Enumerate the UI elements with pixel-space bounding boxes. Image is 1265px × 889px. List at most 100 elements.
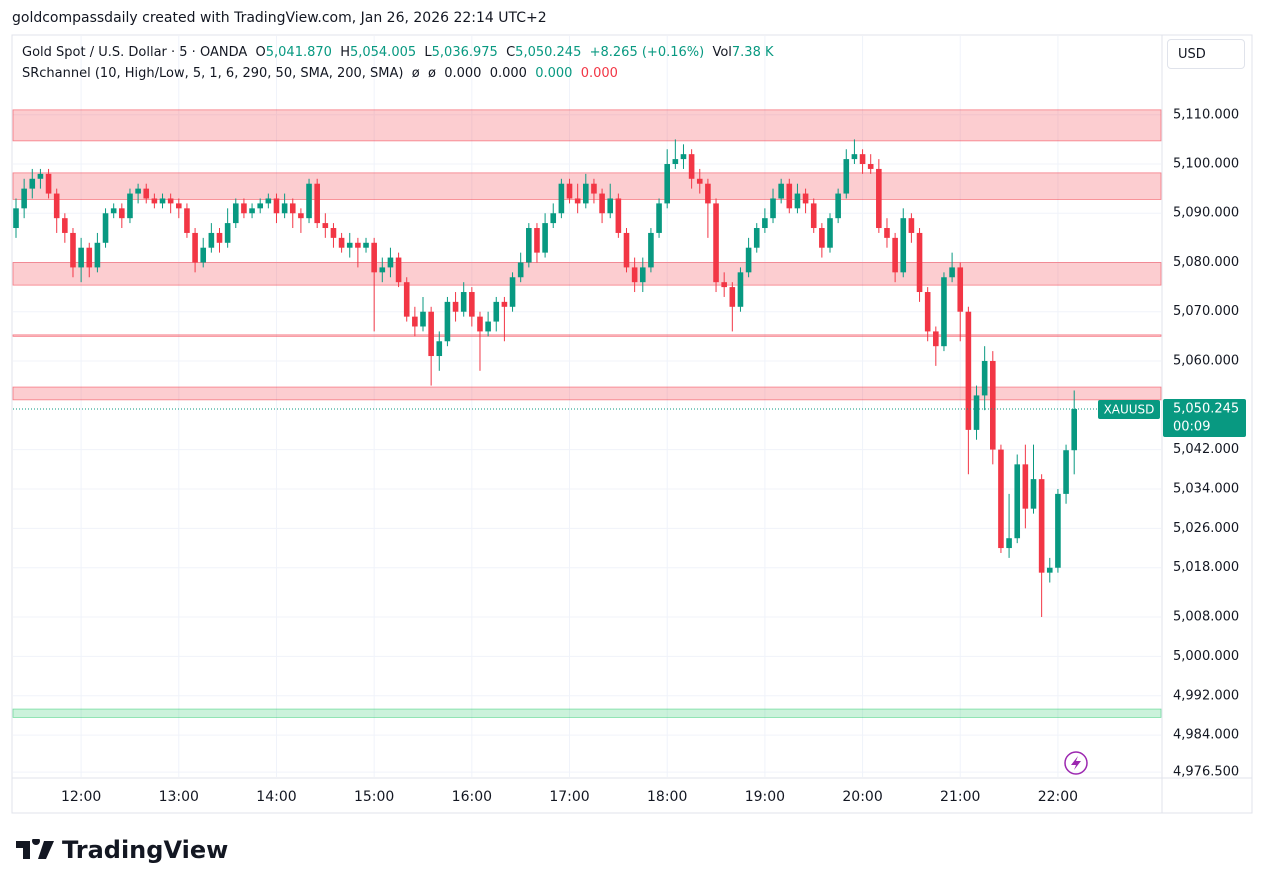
logo: TradingView	[16, 836, 228, 864]
candle-body	[607, 198, 614, 214]
y-tick-label: 4,976.500	[1173, 765, 1239, 780]
candle-body	[542, 223, 548, 253]
candle-body	[998, 449, 1004, 549]
candle-body	[289, 203, 296, 214]
y-tick-label: 5,008.000	[1173, 609, 1239, 624]
ohlc-value: 5,050.245	[515, 45, 582, 60]
x-tick-label: 22:00	[1038, 789, 1078, 805]
candle-body	[395, 257, 402, 283]
candle-body	[192, 232, 198, 263]
y-tick-label: 5,070.000	[1173, 304, 1239, 319]
candle-body	[143, 188, 150, 199]
candle-body	[436, 341, 443, 357]
candle-body	[566, 183, 573, 199]
candle-body	[973, 395, 980, 430]
candle-body	[990, 360, 996, 450]
candle-body	[1046, 567, 1053, 573]
candle-body	[428, 311, 434, 357]
indicator-value: 0.000	[489, 66, 527, 81]
y-tick-label: 5,026.000	[1173, 521, 1239, 536]
candle-body	[810, 203, 817, 229]
candle-body	[851, 154, 858, 160]
candle-body	[232, 203, 239, 224]
symbol-tag	[1098, 400, 1160, 419]
y-tick-label: 4,984.000	[1173, 728, 1239, 743]
candle-body	[957, 267, 964, 312]
candle-body	[574, 198, 581, 204]
indicator-value: ø	[428, 66, 436, 81]
currency-button[interactable]: USD	[1167, 39, 1245, 69]
candle-body	[753, 228, 760, 248]
y-tick-label: 5,018.000	[1173, 560, 1239, 575]
candle-body	[591, 183, 597, 194]
candle-body	[314, 183, 320, 224]
candle-body	[338, 237, 345, 248]
alert-icon[interactable]	[1064, 751, 1088, 775]
candle-body	[200, 247, 207, 263]
symbol: Gold Spot / U.S. Dollar · 5 · OANDA	[22, 45, 248, 60]
y-tick-label: 5,080.000	[1173, 255, 1239, 270]
x-tick-label: 15:00	[354, 789, 394, 805]
attribution: goldcompassdaily created with TradingVie…	[12, 10, 547, 26]
candle-body	[119, 208, 125, 219]
countdown: 00:09	[1173, 420, 1210, 435]
indicator-value: ø	[411, 66, 420, 81]
vol-value: 7.38 K	[731, 45, 774, 60]
candle-body	[1014, 464, 1021, 539]
candle-body	[729, 287, 736, 307]
candle-body	[884, 228, 890, 238]
candle-body	[1022, 464, 1029, 509]
candle-body	[794, 193, 801, 209]
candle-body	[176, 203, 182, 209]
candle-body	[167, 198, 174, 204]
candle-body	[208, 232, 215, 248]
y-tick-label: 5,000.000	[1173, 649, 1239, 664]
candle-body	[965, 311, 972, 430]
candle-body	[501, 301, 508, 307]
candle-body	[933, 331, 939, 347]
candle-body	[102, 213, 109, 243]
candle-body	[680, 154, 687, 160]
y-tick-label: 4,992.000	[1173, 688, 1239, 703]
candle-body	[688, 154, 695, 179]
candle-body	[802, 193, 809, 204]
candle-body	[37, 173, 44, 179]
candle-body	[941, 277, 947, 347]
candle-body	[460, 292, 467, 312]
sr-zone	[12, 262, 1162, 286]
candle-body	[517, 262, 524, 278]
candle-body	[45, 173, 52, 194]
candle-body	[1038, 479, 1045, 573]
legend-line: Gold Spot / U.S. Dollar · 5 · OANDA O 5,0…	[22, 45, 774, 60]
candle-body	[859, 154, 866, 165]
sr-zone	[12, 386, 1162, 401]
candle-body	[835, 193, 841, 219]
candle-body	[770, 198, 776, 219]
candle-body	[509, 277, 516, 307]
candle-body	[949, 267, 955, 278]
candle-body	[526, 228, 532, 263]
candle-body	[778, 183, 784, 199]
candle-body	[78, 247, 84, 268]
price-tag	[1163, 399, 1246, 437]
candle-body	[371, 242, 377, 273]
x-tick-label: 18:00	[647, 789, 687, 805]
logo-mark	[16, 839, 54, 859]
y-tick-label: 5,110.000	[1173, 107, 1239, 122]
panel-border	[11, 34, 1253, 814]
ohlc-value: 5,036.975	[431, 45, 498, 60]
ohlc-key: O	[255, 45, 266, 60]
candle-body	[713, 203, 719, 283]
candle-body	[273, 198, 280, 214]
candle-body	[62, 218, 68, 233]
candle-body	[876, 168, 882, 229]
candle-body	[346, 242, 353, 248]
candle-body	[86, 247, 93, 268]
candle-body	[298, 213, 304, 219]
candle-body	[583, 183, 589, 204]
candle-body	[1063, 450, 1069, 494]
candle-body	[444, 301, 451, 342]
x-tick-label: 16:00	[452, 789, 492, 805]
candle-body	[151, 198, 158, 204]
